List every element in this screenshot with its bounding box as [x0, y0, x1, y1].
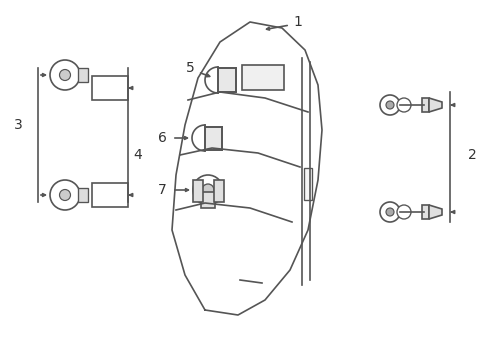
Bar — [92, 76, 128, 100]
Bar — [242, 65, 284, 90]
Circle shape — [202, 184, 214, 196]
Text: 5: 5 — [185, 61, 194, 75]
Circle shape — [396, 205, 410, 219]
Bar — [204, 127, 222, 150]
Text: 4: 4 — [133, 148, 142, 162]
Circle shape — [385, 101, 393, 109]
Polygon shape — [428, 98, 441, 112]
Circle shape — [60, 69, 70, 81]
Text: 1: 1 — [293, 15, 302, 29]
Bar — [78, 188, 88, 202]
Bar — [193, 180, 203, 202]
Circle shape — [50, 60, 80, 90]
Circle shape — [379, 95, 399, 115]
Bar — [214, 180, 224, 202]
Text: 3: 3 — [14, 118, 22, 132]
Text: 2: 2 — [467, 148, 475, 162]
Bar — [201, 192, 215, 208]
Bar — [78, 68, 88, 82]
Bar — [421, 98, 428, 112]
Polygon shape — [428, 205, 441, 219]
Bar — [218, 68, 236, 92]
Circle shape — [379, 202, 399, 222]
Circle shape — [50, 180, 80, 210]
Text: 7: 7 — [157, 183, 166, 197]
Circle shape — [396, 98, 410, 112]
Circle shape — [60, 189, 70, 201]
Circle shape — [385, 208, 393, 216]
Bar — [92, 183, 128, 207]
Text: 6: 6 — [157, 131, 166, 145]
Bar — [304, 168, 311, 200]
Circle shape — [193, 175, 223, 205]
Bar — [421, 205, 428, 219]
